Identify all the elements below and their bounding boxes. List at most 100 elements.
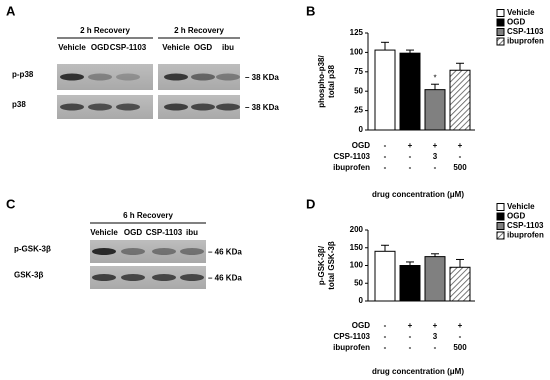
treatment-cell: + xyxy=(458,141,463,150)
blot-band xyxy=(60,103,84,111)
y-tick-label: 50 xyxy=(354,278,363,287)
lane-label: OGD xyxy=(194,43,212,52)
blot-band xyxy=(152,248,176,255)
y-tick-label: 25 xyxy=(354,106,363,115)
y-axis-label: p-GSK-3β/ xyxy=(317,245,326,285)
blot-band xyxy=(116,73,140,81)
treatment-cell: 500 xyxy=(453,163,467,172)
blot-strip xyxy=(90,240,206,263)
y-tick-label: 125 xyxy=(350,28,364,37)
x-axis-label: drug concentration (μM) xyxy=(372,190,464,199)
legend-swatch xyxy=(496,18,505,27)
legend-label: OGD xyxy=(507,18,525,27)
treatment-label: CSP-1103 xyxy=(334,152,371,161)
treatment-cell: - xyxy=(384,141,387,150)
y-tick-label: 100 xyxy=(350,48,364,57)
lane-label: CSP-1103 xyxy=(110,43,147,52)
bar xyxy=(449,266,471,302)
legend-swatch xyxy=(496,203,505,211)
treatment-label: CPS-1103 xyxy=(334,332,371,341)
y-tick-label: 150 xyxy=(350,243,364,252)
blot-band xyxy=(164,73,188,81)
panel-letter: D xyxy=(306,196,315,211)
legend-label: ibuprofen xyxy=(507,37,544,46)
treatment-cell: + xyxy=(433,141,438,150)
blot-size-label: – 38 KDa xyxy=(245,73,279,82)
legend-label: OGD xyxy=(507,212,525,221)
blot-group-title: 6 h Recovery xyxy=(123,211,173,220)
bar xyxy=(399,265,421,302)
legend-swatch xyxy=(496,222,505,230)
significance-marker: * xyxy=(433,73,436,82)
y-tick-label: 50 xyxy=(354,86,363,95)
blot-band xyxy=(60,73,84,81)
panel-letter: A xyxy=(6,3,16,18)
treatment-cell: - xyxy=(409,332,412,341)
treatment-cell: + xyxy=(408,141,413,150)
blot-band xyxy=(92,274,116,281)
blot-band xyxy=(216,73,240,81)
lane-label: Vehicle xyxy=(90,228,118,237)
treatment-cell: + xyxy=(458,321,463,330)
bar xyxy=(399,52,421,131)
treatment-cell: - xyxy=(409,152,412,161)
treatment-label: OGD xyxy=(352,321,370,330)
legend-swatch xyxy=(496,212,505,221)
y-tick-label: 0 xyxy=(359,125,364,134)
treatment-cell: + xyxy=(408,321,413,330)
legend-swatch xyxy=(496,37,505,46)
blot-band xyxy=(121,274,145,281)
blot-band xyxy=(180,274,204,281)
blot-group-title: 2 h Recovery xyxy=(80,26,130,35)
treatment-cell: - xyxy=(384,343,387,352)
treatment-cell: 500 xyxy=(453,343,467,352)
blot-band xyxy=(116,103,140,111)
treatment-label: ibuprofen xyxy=(333,343,370,352)
treatment-cell: - xyxy=(459,332,462,341)
treatment-cell: - xyxy=(434,343,437,352)
y-axis-label: total GSK-3β xyxy=(327,241,336,290)
blot-size-label: – 38 KDa xyxy=(245,103,279,112)
blot-row-label: p38 xyxy=(12,100,26,109)
blot-group-title: 2 h Recovery xyxy=(174,26,224,35)
y-tick-label: 200 xyxy=(350,225,364,234)
treatment-cell: - xyxy=(409,163,412,172)
treatment-cell: 3 xyxy=(433,332,438,341)
treatment-label: OGD xyxy=(352,141,370,150)
treatment-cell: - xyxy=(384,332,387,341)
lane-label: ibu xyxy=(186,228,198,237)
legend-swatch xyxy=(496,231,505,240)
panel-letter: C xyxy=(6,196,16,211)
treatment-cell: - xyxy=(384,321,387,330)
legend-swatch xyxy=(496,9,505,17)
blot-band xyxy=(121,248,145,255)
panel-letter: B xyxy=(306,3,315,18)
treatment-cell: - xyxy=(384,163,387,172)
blot-row-label: GSK-3β xyxy=(14,271,43,280)
y-axis-label: phospho-p38/ xyxy=(317,55,326,108)
lane-label: Vehicle xyxy=(58,43,86,52)
blot-strip xyxy=(90,266,206,289)
bar xyxy=(374,49,396,131)
blot-band xyxy=(191,73,215,81)
bar xyxy=(424,256,446,302)
blot-band xyxy=(92,248,116,255)
legend-label: CSP-1103 xyxy=(507,221,544,230)
legend-swatch xyxy=(496,28,505,36)
y-tick-label: 100 xyxy=(350,261,364,270)
blot-band xyxy=(191,103,215,111)
treatment-cell: - xyxy=(434,163,437,172)
blot-row-label: p-p38 xyxy=(12,70,34,79)
treatment-cell: 3 xyxy=(433,152,438,161)
treatment-label: ibuprofen xyxy=(333,163,370,172)
treatment-cell: - xyxy=(384,152,387,161)
lane-label: ibu xyxy=(222,43,234,52)
treatment-cell: - xyxy=(459,152,462,161)
blot-band xyxy=(216,103,240,111)
legend-label: ibuprofen xyxy=(507,231,544,240)
lane-label: Vehicle xyxy=(162,43,190,52)
treatment-cell: + xyxy=(433,321,438,330)
blot-size-label: – 46 KDa xyxy=(208,274,242,283)
bar xyxy=(449,69,471,131)
